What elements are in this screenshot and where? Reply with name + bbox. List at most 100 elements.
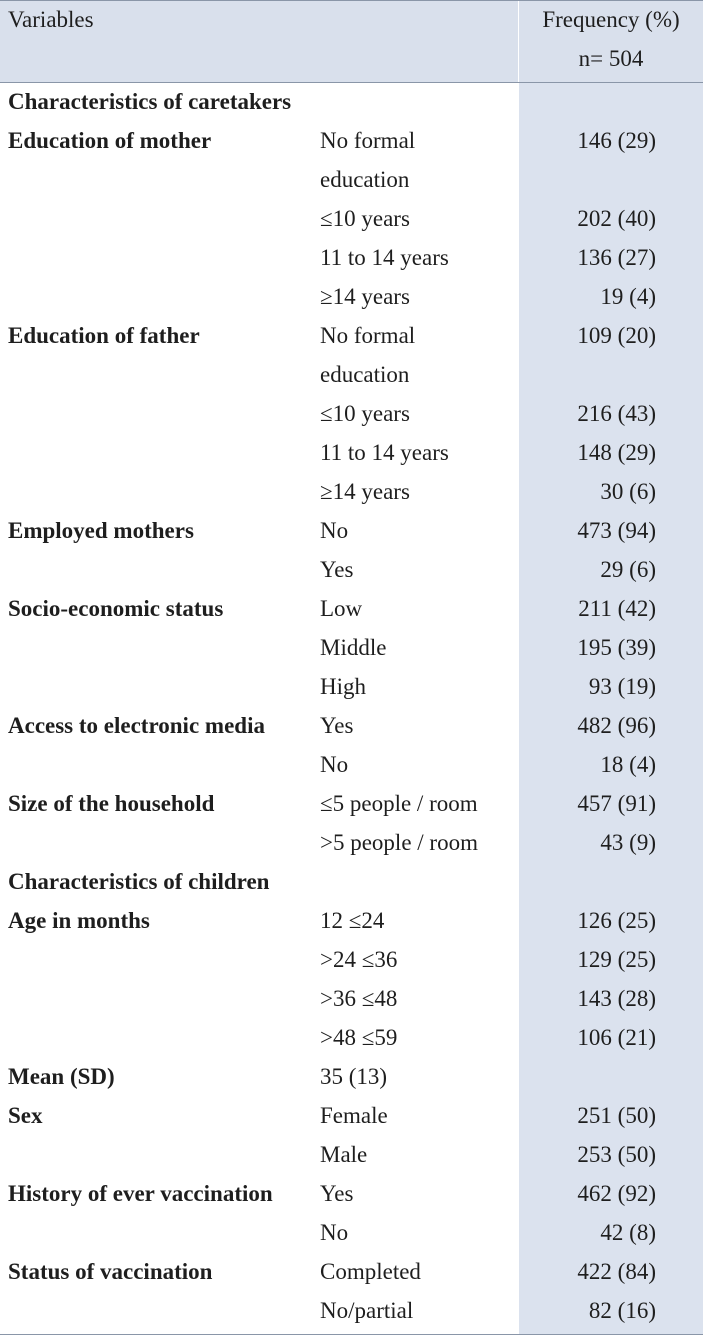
- variable-cell: Mean (SD): [8, 1064, 115, 1089]
- table-bottom-rule: [0, 1334, 703, 1335]
- category-cell: Yes: [320, 713, 354, 738]
- table-row: Age in months 12 ≤24 126 (25): [0, 902, 703, 941]
- table-row: History of ever vaccination Yes 462 (92): [0, 1175, 703, 1214]
- frequency-cell: 42 (8): [600, 1220, 656, 1245]
- category-cell: >24 ≤36: [320, 947, 398, 972]
- table-row: >48 ≤59 106 (21): [0, 1019, 703, 1058]
- sample-size-header: n= 504: [578, 46, 644, 71]
- category-cell: Yes: [320, 557, 354, 582]
- category-cell: ≥14 years: [320, 479, 410, 504]
- category-cell: 35 (13): [320, 1064, 388, 1089]
- frequency-cell: 216 (43): [577, 401, 656, 426]
- variable-cell: Characteristics of children: [8, 869, 270, 894]
- table-row: Characteristics of children: [0, 863, 703, 902]
- frequency-column-shading: [519, 83, 703, 1335]
- table-row: Sex Female 251 (50): [0, 1097, 703, 1136]
- variable-cell: Access to electronic media: [8, 713, 265, 738]
- frequency-cell: 29 (6): [600, 557, 656, 582]
- category-cell: >5 people / room: [320, 830, 478, 855]
- category-cell: No: [320, 752, 349, 777]
- table-row: >36 ≤48 143 (28): [0, 980, 703, 1019]
- frequency-cell: 473 (94): [577, 518, 656, 543]
- category-cell: No: [320, 518, 349, 543]
- frequency-cell: 106 (21): [577, 1025, 656, 1050]
- variable-cell: Status of vaccination: [8, 1259, 213, 1284]
- table-row: No 18 (4): [0, 746, 703, 785]
- table-row: Education of father No formal 109 (20): [0, 317, 703, 356]
- variable-cell: Employed mothers: [8, 518, 194, 543]
- variable-cell: Size of the household: [8, 791, 215, 816]
- category-cell: No formal: [320, 128, 416, 153]
- category-cell: Completed: [320, 1259, 421, 1284]
- category-cell: Yes: [320, 1181, 354, 1206]
- variable-cell: Education of father: [8, 323, 200, 348]
- variable-cell: Education of mother: [8, 128, 212, 153]
- table-row: ≤10 years 202 (40): [0, 200, 703, 239]
- category-cell: ≥14 years: [320, 284, 410, 309]
- category-cell: No: [320, 1220, 349, 1245]
- category-cell: Low: [320, 596, 363, 621]
- frequency-header: Frequency (%): [542, 7, 680, 32]
- table-row: Socio-economic status Low 211 (42): [0, 590, 703, 629]
- category-cell: ≤5 people / room: [320, 791, 478, 816]
- category-cell: ≤10 years: [320, 206, 410, 231]
- frequency-cell: 148 (29): [577, 440, 656, 465]
- frequency-cell: 422 (84): [577, 1259, 656, 1284]
- frequency-cell: 82 (16): [588, 1298, 656, 1323]
- table-header: Variables Frequency (%) n= 504: [0, 0, 703, 83]
- frequency-cell: 253 (50): [577, 1142, 656, 1167]
- variable-cell: History of ever vaccination: [8, 1181, 273, 1206]
- table-row: No 42 (8): [0, 1214, 703, 1253]
- category-cell: >48 ≤59: [320, 1025, 398, 1050]
- category-cell: 11 to 14 years: [320, 245, 449, 270]
- category-cell: Female: [320, 1103, 388, 1128]
- table-row: Mean (SD) 35 (13): [0, 1058, 703, 1097]
- table-row: Male 253 (50): [0, 1136, 703, 1175]
- category-cell: 12 ≤24: [320, 908, 385, 933]
- category-cell: education: [320, 362, 410, 387]
- variables-header: Variables: [8, 7, 94, 32]
- category-cell: 11 to 14 years: [320, 440, 449, 465]
- category-cell: No/partial: [320, 1298, 414, 1323]
- table-row: No/partial 82 (16): [0, 1292, 703, 1331]
- table-row: 11 to 14 years 148 (29): [0, 434, 703, 473]
- table-row: >5 people / room 43 (9): [0, 824, 703, 863]
- frequency-cell: 202 (40): [577, 206, 656, 231]
- category-cell: High: [320, 674, 366, 699]
- frequency-cell: 146 (29): [577, 128, 656, 153]
- frequency-cell: 93 (19): [588, 674, 656, 699]
- table-row: ≤10 years 216 (43): [0, 395, 703, 434]
- category-cell: ≤10 years: [320, 401, 410, 426]
- table-row: High 93 (19): [0, 668, 703, 707]
- table-row: Education of mother No formal 146 (29): [0, 122, 703, 161]
- frequency-cell: 482 (96): [577, 713, 656, 738]
- table-row: Yes 29 (6): [0, 551, 703, 590]
- table-row: education: [0, 356, 703, 395]
- table-row: Access to electronic media Yes 482 (96): [0, 707, 703, 746]
- variable-cell: Sex: [8, 1103, 43, 1128]
- table-row: ≥14 years 30 (6): [0, 473, 703, 512]
- variable-cell: Characteristics of caretakers: [8, 89, 292, 114]
- table-row: 11 to 14 years 136 (27): [0, 239, 703, 278]
- table-row: >24 ≤36 129 (25): [0, 941, 703, 980]
- category-cell: No formal: [320, 323, 416, 348]
- table-body: Characteristics of caretakers Education o…: [0, 83, 703, 1331]
- table-row: Size of the household ≤5 people / room 457…: [0, 785, 703, 824]
- variable-cell: Socio-economic status: [8, 596, 224, 621]
- table-row: education: [0, 161, 703, 200]
- frequency-cell: 462 (92): [577, 1181, 656, 1206]
- table-row: Characteristics of caretakers: [0, 83, 703, 122]
- frequency-cell: 30 (6): [600, 479, 656, 504]
- frequency-cell: 18 (4): [600, 752, 656, 777]
- frequency-cell: 136 (27): [577, 245, 656, 270]
- frequency-cell: 19 (4): [600, 284, 656, 309]
- frequency-cell: 457 (91): [577, 791, 656, 816]
- header-divider: [518, 1, 519, 83]
- table-row: Status of vaccination Completed 422 (84): [0, 1253, 703, 1292]
- frequency-cell: 43 (9): [600, 830, 656, 855]
- frequency-cell: 126 (25): [577, 908, 656, 933]
- category-cell: Male: [320, 1142, 368, 1167]
- category-cell: Middle: [320, 635, 387, 660]
- table-row: Employed mothers No 473 (94): [0, 512, 703, 551]
- header-rule: [0, 82, 703, 83]
